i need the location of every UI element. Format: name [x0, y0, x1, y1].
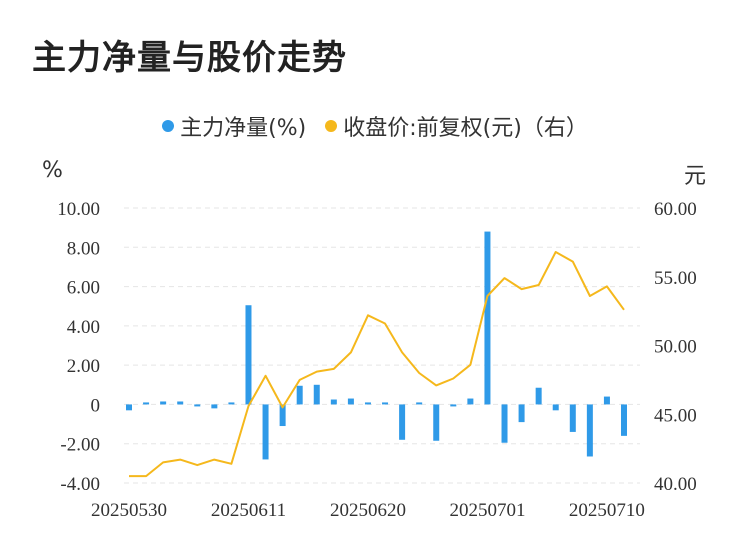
bar — [177, 401, 184, 405]
bar — [603, 396, 610, 405]
legend-item-bar[interactable]: 主力净量(%) — [162, 110, 306, 142]
legend-item-line[interactable]: 收盘价:前复权(元)（右） — [325, 110, 588, 142]
x-tick-label: 20250611 — [211, 500, 286, 521]
left-axis-unit: % — [42, 158, 63, 183]
bar — [126, 404, 132, 411]
y-left-tick-label: 6.00 — [67, 278, 100, 299]
bar — [160, 401, 167, 405]
y-right-tick-label: 50.00 — [654, 337, 697, 358]
price-line — [129, 251, 625, 478]
bar — [296, 385, 303, 405]
bar — [518, 404, 525, 423]
legend-bar-swatch — [162, 120, 175, 132]
y-left-tick-label: -4.00 — [60, 474, 100, 495]
bar — [347, 398, 354, 405]
y-left-tick-label: 0 — [91, 395, 101, 416]
y-right-tick-label: 55.00 — [654, 268, 697, 289]
bar — [399, 404, 406, 440]
x-tick-label: 20250530 — [91, 500, 167, 521]
legend: 主力净量(%) 收盘价:前复权(元)（右） — [0, 110, 750, 142]
bar — [143, 402, 150, 405]
bar — [552, 404, 559, 411]
bar — [245, 305, 252, 405]
y-left-tick-label: 10.00 — [57, 199, 100, 220]
bar — [330, 399, 337, 405]
y-left-tick-label: 2.00 — [67, 356, 100, 377]
x-tick-label: 20250701 — [449, 500, 525, 521]
y-left-tick-label: -2.00 — [60, 435, 100, 456]
bar — [501, 404, 508, 443]
bar — [450, 404, 457, 407]
right-axis-unit: 元 — [684, 164, 707, 189]
bar — [262, 404, 269, 460]
chart-title: 主力净量与股价走势 — [32, 38, 347, 78]
bar — [433, 404, 440, 441]
bar — [313, 384, 320, 405]
legend-line-label: 收盘价:前复权(元)（右） — [343, 116, 588, 141]
y-left-tick-label: 8.00 — [67, 238, 100, 259]
bar — [416, 402, 423, 405]
legend-line-swatch — [325, 120, 338, 132]
bar — [228, 402, 235, 405]
bar — [586, 404, 593, 457]
x-tick-label: 20250710 — [569, 500, 645, 521]
y-right-tick-label: 40.00 — [654, 474, 697, 495]
bar — [364, 402, 371, 405]
y-right-tick-label: 60.00 — [654, 199, 697, 220]
bar — [211, 404, 218, 409]
x-tick-label: 20250620 — [330, 500, 406, 521]
y-left-tick-label: 4.00 — [67, 317, 100, 338]
bar — [484, 231, 491, 405]
bar — [467, 398, 474, 405]
bar — [535, 387, 542, 405]
bar — [279, 404, 286, 427]
bar — [382, 402, 389, 405]
bar — [194, 404, 201, 407]
legend-bar-label: 主力净量(%) — [180, 116, 307, 141]
y-right-tick-label: 45.00 — [654, 405, 697, 426]
bar — [569, 404, 576, 432]
bar — [621, 404, 627, 436]
